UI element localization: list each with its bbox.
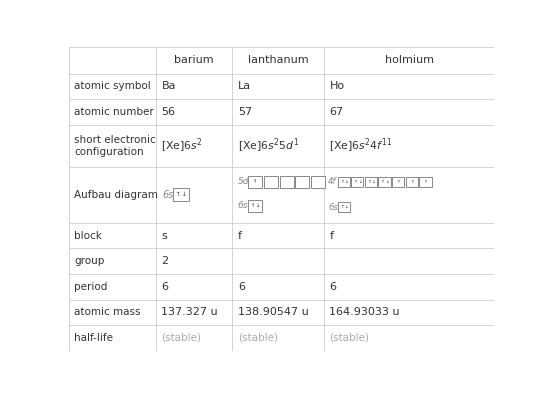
Text: 67: 67 bbox=[329, 107, 344, 117]
Text: ↓: ↓ bbox=[344, 205, 348, 209]
Text: ↑: ↑ bbox=[176, 192, 181, 197]
FancyBboxPatch shape bbox=[311, 176, 325, 188]
Text: 2: 2 bbox=[161, 256, 169, 266]
Text: 138.90547 u: 138.90547 u bbox=[238, 307, 309, 317]
Text: block: block bbox=[74, 230, 102, 241]
Text: ↓: ↓ bbox=[182, 192, 186, 197]
Text: 137.327 u: 137.327 u bbox=[161, 307, 218, 317]
Text: (stable): (stable) bbox=[329, 333, 369, 343]
Text: ↑: ↑ bbox=[353, 180, 357, 184]
Text: ↓: ↓ bbox=[256, 203, 260, 208]
Text: $[\mathrm{Xe}]6s^25d^1$: $[\mathrm{Xe}]6s^25d^1$ bbox=[238, 136, 299, 155]
Text: 6: 6 bbox=[161, 282, 169, 292]
FancyBboxPatch shape bbox=[295, 176, 310, 188]
Text: ↑: ↑ bbox=[340, 180, 343, 184]
Text: ↓: ↓ bbox=[357, 180, 361, 184]
FancyBboxPatch shape bbox=[264, 176, 278, 188]
Text: barium: barium bbox=[175, 56, 214, 65]
Text: ↓: ↓ bbox=[371, 180, 375, 184]
Text: Ho: Ho bbox=[329, 81, 345, 91]
FancyBboxPatch shape bbox=[248, 176, 262, 188]
FancyBboxPatch shape bbox=[279, 176, 294, 188]
Text: ↑: ↑ bbox=[410, 180, 413, 184]
FancyBboxPatch shape bbox=[419, 177, 432, 187]
Text: ↑: ↑ bbox=[250, 203, 255, 208]
FancyBboxPatch shape bbox=[338, 202, 350, 212]
Text: ↓: ↓ bbox=[385, 180, 389, 184]
Text: 56: 56 bbox=[161, 107, 175, 117]
Text: atomic symbol: atomic symbol bbox=[74, 81, 151, 91]
Text: f: f bbox=[329, 230, 333, 241]
Text: 6: 6 bbox=[238, 282, 245, 292]
Text: group: group bbox=[74, 256, 104, 266]
Text: Ba: Ba bbox=[161, 81, 176, 91]
Text: short electronic
configuration: short electronic configuration bbox=[74, 135, 156, 157]
Text: (stable): (stable) bbox=[161, 333, 201, 343]
Text: (stable): (stable) bbox=[238, 333, 278, 343]
Text: ↓: ↓ bbox=[344, 180, 348, 184]
Text: s: s bbox=[161, 230, 167, 241]
FancyBboxPatch shape bbox=[173, 188, 189, 201]
Text: ↑: ↑ bbox=[396, 180, 400, 184]
FancyBboxPatch shape bbox=[338, 177, 350, 187]
Text: La: La bbox=[238, 81, 251, 91]
FancyBboxPatch shape bbox=[392, 177, 404, 187]
FancyBboxPatch shape bbox=[378, 177, 391, 187]
Text: $[\mathrm{Xe}]6s^2$: $[\mathrm{Xe}]6s^2$ bbox=[161, 136, 203, 155]
Text: 6s: 6s bbox=[238, 201, 248, 210]
Text: f: f bbox=[238, 230, 242, 241]
Text: half-life: half-life bbox=[74, 333, 113, 343]
Text: atomic number: atomic number bbox=[74, 107, 154, 117]
Text: holmium: holmium bbox=[384, 56, 434, 65]
Text: 6: 6 bbox=[329, 282, 337, 292]
Text: ↑: ↑ bbox=[380, 180, 384, 184]
FancyBboxPatch shape bbox=[406, 177, 418, 187]
Text: 164.93033 u: 164.93033 u bbox=[329, 307, 400, 317]
Text: 57: 57 bbox=[238, 107, 252, 117]
Text: 6s: 6s bbox=[162, 190, 173, 200]
Text: 6s: 6s bbox=[328, 203, 338, 212]
FancyBboxPatch shape bbox=[351, 177, 363, 187]
Text: lanthanum: lanthanum bbox=[248, 56, 309, 65]
Text: 4f: 4f bbox=[328, 177, 337, 186]
Text: $[\mathrm{Xe}]6s^24f^{11}$: $[\mathrm{Xe}]6s^24f^{11}$ bbox=[329, 136, 393, 155]
Text: atomic mass: atomic mass bbox=[74, 307, 141, 317]
Text: ↑: ↑ bbox=[423, 180, 427, 184]
Text: 5d: 5d bbox=[238, 177, 249, 186]
FancyBboxPatch shape bbox=[365, 177, 377, 187]
Text: ↑: ↑ bbox=[367, 180, 371, 184]
Text: Aufbau diagram: Aufbau diagram bbox=[74, 190, 158, 200]
Text: ↑: ↑ bbox=[340, 205, 343, 209]
Text: ↑: ↑ bbox=[253, 179, 257, 184]
FancyBboxPatch shape bbox=[248, 200, 262, 212]
Text: period: period bbox=[74, 282, 108, 292]
